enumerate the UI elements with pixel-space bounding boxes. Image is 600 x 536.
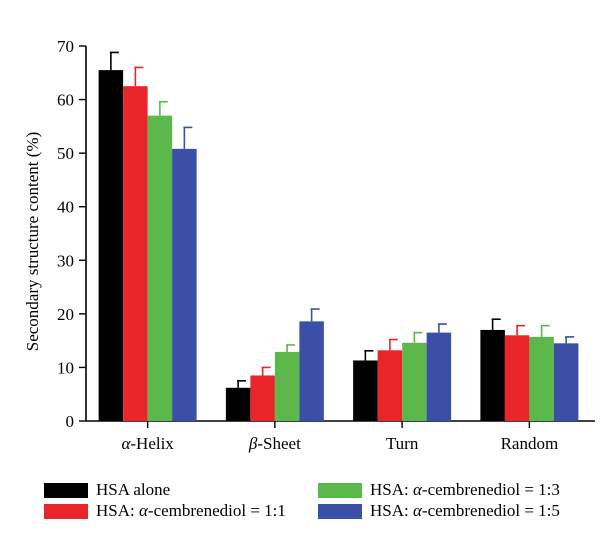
bar xyxy=(353,360,378,421)
legend-item-ratio-1-3: HSA: α-cembrenediol = 1:3 xyxy=(318,480,560,500)
x-tick-label: β-Sheet xyxy=(248,434,301,453)
legend-swatch-ratio-1-1 xyxy=(44,503,88,519)
y-tick-label: 50 xyxy=(57,144,74,163)
x-tick-label: Turn xyxy=(386,434,419,453)
bar xyxy=(426,332,452,421)
y-tick-label: 40 xyxy=(57,198,74,217)
bar xyxy=(274,351,300,421)
x-tick-label: α-Helix xyxy=(121,434,174,453)
bar xyxy=(123,86,148,421)
legend-label-hsa-alone: HSA alone xyxy=(96,480,171,499)
bar xyxy=(377,350,403,421)
bar xyxy=(504,335,530,421)
legend-item-ratio-1-1: HSA: α-cembrenediol = 1:1 xyxy=(44,501,286,521)
y-tick-label: 30 xyxy=(57,251,74,270)
bar xyxy=(529,336,554,421)
bar xyxy=(299,321,324,421)
legend-label-ratio-1-1: HSA: α-cembrenediol = 1:1 xyxy=(96,501,286,520)
legend-swatch-ratio-1-3 xyxy=(318,482,362,498)
bar xyxy=(553,343,579,421)
legend-item-ratio-1-5: HSA: α-cembrenediol = 1:5 xyxy=(318,501,560,521)
bar xyxy=(147,115,173,422)
legend-label-ratio-1-3: HSA: α-cembrenediol = 1:3 xyxy=(370,480,560,499)
bar xyxy=(250,375,275,421)
bar xyxy=(98,70,124,421)
legend-swatch-hsa-alone xyxy=(44,482,88,498)
bar xyxy=(172,148,197,421)
y-axis-label: Secondary structure content (%) xyxy=(23,132,42,352)
legend-label-ratio-1-5: HSA: α-cembrenediol = 1:5 xyxy=(370,501,560,520)
bar xyxy=(402,342,427,421)
legend-item-hsa-alone: HSA alone xyxy=(44,480,170,500)
y-tick-label: 60 xyxy=(57,91,74,110)
legend-swatch-ratio-1-5 xyxy=(318,503,362,519)
y-tick-label: 0 xyxy=(66,412,75,431)
y-tick-label: 70 xyxy=(57,37,74,56)
x-tick-label: Random xyxy=(501,434,559,453)
bar xyxy=(225,387,251,421)
bar xyxy=(480,329,505,421)
y-tick-label: 20 xyxy=(57,305,74,324)
y-tick-label: 10 xyxy=(57,358,74,377)
